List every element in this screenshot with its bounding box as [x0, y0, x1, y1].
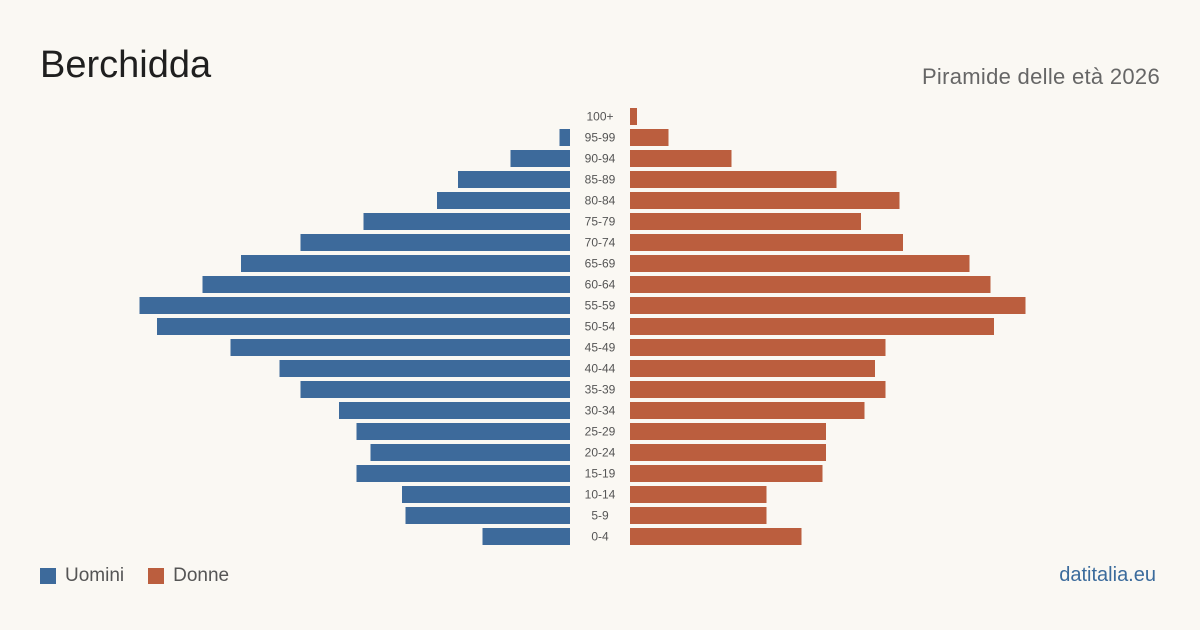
bar-men-5-9 — [405, 507, 570, 524]
legend-item-men: Uomini — [40, 565, 124, 587]
age-label-20-24: 20-24 — [585, 446, 616, 460]
bar-women-55-59 — [630, 297, 1026, 314]
bar-women-35-39 — [630, 381, 886, 398]
age-label-85-89: 85-89 — [585, 173, 616, 187]
bar-men-70-74 — [300, 234, 570, 251]
chart-subtitle: Piramide delle età 2026 — [921, 64, 1160, 89]
bar-men-40-44 — [279, 360, 570, 377]
bar-women-15-19 — [630, 465, 823, 482]
age-label-5-9: 5-9 — [591, 509, 609, 523]
bar-women-45-49 — [630, 339, 886, 356]
bar-women-75-79 — [630, 213, 861, 230]
page-title: Berchidda — [40, 44, 212, 86]
age-label-70-74: 70-74 — [585, 236, 616, 250]
legend-label-men: Uomini — [65, 565, 125, 586]
bar-women-50-54 — [630, 318, 994, 335]
age-label-30-34: 30-34 — [585, 404, 616, 418]
legend-swatch-women — [148, 568, 165, 584]
women-bars — [630, 108, 1026, 545]
bar-women-40-44 — [630, 360, 875, 377]
bar-men-85-89 — [458, 171, 570, 188]
bar-women-60-64 — [630, 276, 991, 293]
legend-item-women: Donne — [148, 565, 229, 587]
bar-men-75-79 — [363, 213, 570, 230]
age-label-60-64: 60-64 — [585, 278, 616, 292]
bar-men-0-4 — [482, 528, 570, 545]
age-label-25-29: 25-29 — [585, 425, 616, 439]
bar-men-35-39 — [300, 381, 570, 398]
bar-women-70-74 — [630, 234, 903, 251]
bar-men-65-69 — [241, 255, 570, 272]
age-label-45-49: 45-49 — [585, 341, 616, 355]
bar-men-20-24 — [370, 444, 570, 461]
bar-women-0-4 — [630, 528, 802, 545]
bar-men-90-94 — [510, 150, 570, 167]
age-label-10-14: 10-14 — [585, 488, 616, 502]
age-label-50-54: 50-54 — [585, 320, 616, 334]
bar-women-20-24 — [630, 444, 826, 461]
bar-men-45-49 — [230, 339, 570, 356]
bar-women-80-84 — [630, 192, 900, 209]
legend-swatch-men — [40, 568, 56, 584]
age-label-90-94: 90-94 — [585, 152, 616, 166]
bar-men-60-64 — [202, 276, 570, 293]
bar-men-50-54 — [157, 318, 570, 335]
age-label-65-69: 65-69 — [585, 257, 616, 271]
bar-men-15-19 — [356, 465, 570, 482]
age-label-35-39: 35-39 — [585, 383, 616, 397]
bar-women-5-9 — [630, 507, 767, 524]
age-label-0-4: 0-4 — [591, 530, 609, 544]
bar-men-55-59 — [139, 297, 570, 314]
bar-men-25-29 — [356, 423, 570, 440]
bar-women-100+ — [630, 108, 637, 125]
age-label-75-79: 75-79 — [585, 215, 616, 229]
age-label-80-84: 80-84 — [585, 194, 616, 208]
bar-men-80-84 — [437, 192, 570, 209]
age-label-40-44: 40-44 — [585, 362, 616, 376]
legend: Uomini Donne — [40, 565, 229, 587]
source-link[interactable]: datitalia.eu — [1059, 564, 1156, 586]
bar-men-95-99 — [559, 129, 570, 146]
bar-women-10-14 — [630, 486, 767, 503]
age-label-95-99: 95-99 — [585, 131, 616, 145]
age-label-55-59: 55-59 — [585, 299, 616, 313]
bar-women-95-99 — [630, 129, 669, 146]
bar-men-30-34 — [339, 402, 570, 419]
bar-women-25-29 — [630, 423, 826, 440]
men-bars — [139, 129, 570, 545]
age-label-15-19: 15-19 — [585, 467, 616, 481]
age-labels: 100+ 95-99 90-94 85-89 80-84 75-79 70-74 65-69 6… — [585, 110, 616, 544]
bar-men-10-14 — [402, 486, 570, 503]
bar-women-65-69 — [630, 255, 970, 272]
age-label-100+: 100+ — [586, 110, 613, 124]
bar-women-30-34 — [630, 402, 865, 419]
legend-label-women: Donne — [173, 565, 230, 586]
bar-women-90-94 — [630, 150, 732, 167]
bar-women-85-89 — [630, 171, 837, 188]
